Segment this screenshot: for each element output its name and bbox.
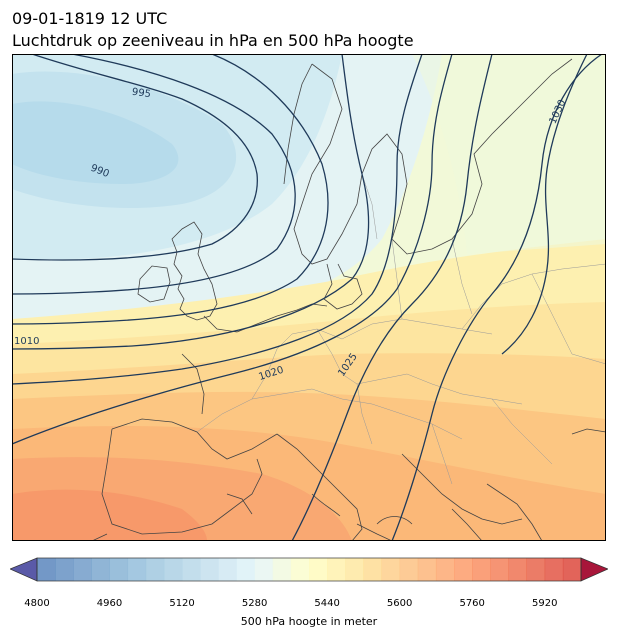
colorbar-cell bbox=[290, 558, 310, 581]
colorbar-tick-label: 5600 bbox=[386, 598, 413, 609]
isobar-label-1010: 1010 bbox=[14, 336, 39, 347]
colorbar-cell bbox=[145, 558, 165, 581]
colorbar-cell bbox=[218, 558, 237, 581]
colorbar-cell bbox=[508, 558, 527, 581]
colorbar-low-extend bbox=[10, 557, 38, 582]
colorbar-cell bbox=[472, 558, 491, 581]
colorbar-cell bbox=[163, 558, 183, 581]
colorbar-label: 500 hPa hoogte in meter bbox=[240, 615, 378, 628]
colorbar-cell bbox=[417, 558, 437, 581]
colorbar-high-extend bbox=[580, 557, 608, 582]
colorbar-cell bbox=[182, 558, 201, 581]
colorbar-tick-label: 5120 bbox=[169, 598, 195, 609]
colorbar-cell bbox=[399, 558, 419, 581]
colorbar-cell bbox=[127, 558, 147, 581]
colorbar-cell bbox=[200, 558, 219, 581]
colorbar-tick-label: 5280 bbox=[241, 598, 268, 609]
height-field bbox=[12, 54, 606, 541]
colorbar-cell bbox=[73, 558, 92, 581]
colorbar-cell bbox=[562, 558, 582, 581]
colorbar-cell bbox=[236, 558, 255, 581]
colorbar bbox=[10, 557, 608, 582]
colorbar-cell bbox=[91, 558, 110, 581]
coastlines bbox=[91, 58, 606, 541]
colorbar-cell bbox=[435, 558, 455, 581]
colorbar-cell bbox=[490, 558, 509, 581]
colorbar-cell bbox=[55, 558, 74, 581]
colorbar-cell bbox=[381, 558, 401, 581]
colorbar-cell bbox=[272, 558, 292, 581]
colorbar-cell bbox=[254, 558, 274, 581]
colorbar-cell bbox=[309, 558, 328, 581]
colorbar-tick-label: 5440 bbox=[314, 598, 340, 609]
colorbar-cell bbox=[544, 558, 564, 581]
colorbar-cell bbox=[363, 558, 382, 581]
colorbar-tick-label: 5920 bbox=[531, 598, 558, 609]
map-frame bbox=[12, 54, 606, 541]
colorbar-cell bbox=[37, 558, 56, 581]
colorbar-cell bbox=[327, 558, 346, 581]
colorbar-tick-label: 4960 bbox=[96, 598, 123, 609]
colorbar-tick-label: 4800 bbox=[24, 598, 50, 609]
map-date-time: 09-01-1819 12 UTC bbox=[12, 9, 168, 28]
map-title: Luchtdruk op zeeniveau in hPa en 500 hPa… bbox=[12, 31, 414, 50]
colorbar-cell bbox=[526, 558, 546, 581]
colorbar-cell bbox=[109, 558, 129, 581]
colorbar-cell bbox=[454, 558, 473, 581]
weather-map: 995 990 1010 1020 1025 1030 bbox=[12, 54, 606, 541]
colorbar-tick-label: 5760 bbox=[459, 598, 485, 609]
isobar-label-995: 995 bbox=[131, 87, 151, 101]
isobars bbox=[12, 54, 603, 541]
colorbar-cell bbox=[345, 558, 364, 581]
country-borders bbox=[196, 173, 606, 485]
